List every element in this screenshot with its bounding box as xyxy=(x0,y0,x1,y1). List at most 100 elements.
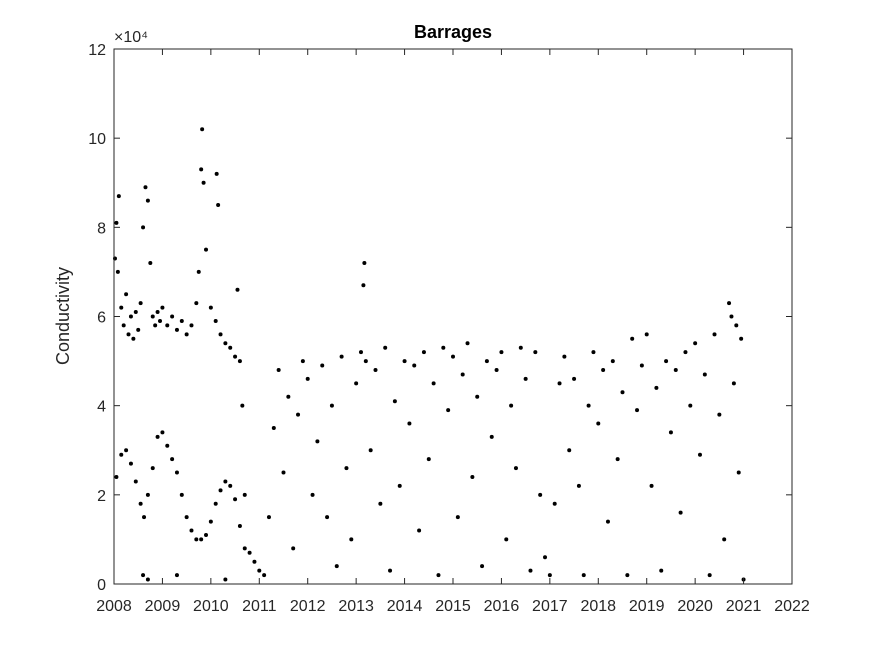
data-point xyxy=(552,501,557,506)
data-point xyxy=(153,323,158,328)
data-point xyxy=(368,448,373,453)
data-point xyxy=(421,350,426,355)
data-point xyxy=(659,568,664,573)
data-point xyxy=(717,412,722,417)
x-tick-label: 2011 xyxy=(242,598,277,615)
data-point xyxy=(262,573,267,578)
data-point xyxy=(305,376,310,381)
data-point xyxy=(329,403,334,408)
data-point xyxy=(397,483,402,488)
data-point xyxy=(654,385,659,390)
data-point xyxy=(170,314,175,319)
data-point xyxy=(567,448,572,453)
data-point xyxy=(150,466,155,471)
data-point xyxy=(601,368,606,372)
data-point xyxy=(736,470,741,475)
data-point xyxy=(547,573,552,578)
data-point xyxy=(470,475,475,479)
data-point xyxy=(378,501,383,506)
data-point xyxy=(538,492,543,497)
data-point xyxy=(136,327,141,332)
x-tick-label: 2010 xyxy=(193,598,229,615)
data-point xyxy=(155,434,160,439)
data-point xyxy=(242,492,247,497)
data-point xyxy=(436,573,441,578)
x-tick-label: 2022 xyxy=(774,598,810,615)
data-point xyxy=(213,318,218,323)
data-point xyxy=(373,368,378,372)
data-point xyxy=(402,359,407,364)
data-point xyxy=(296,412,301,417)
data-point xyxy=(115,269,120,274)
data-point xyxy=(160,305,165,310)
data-point xyxy=(591,350,596,355)
data-point xyxy=(644,332,649,337)
x-tick-label: 2018 xyxy=(580,598,616,615)
data-point xyxy=(124,448,129,453)
data-point xyxy=(543,555,548,560)
data-point xyxy=(148,261,153,265)
data-point xyxy=(683,350,688,355)
data-point xyxy=(218,332,223,337)
data-point xyxy=(160,430,165,435)
data-point xyxy=(310,492,315,497)
data-point xyxy=(124,292,129,297)
data-point xyxy=(446,408,451,413)
data-point xyxy=(208,305,213,310)
data-point xyxy=(291,546,296,551)
x-tick-label: 2008 xyxy=(96,598,132,615)
data-point xyxy=(734,323,739,328)
data-point xyxy=(142,515,147,520)
data-point xyxy=(417,528,422,533)
data-point xyxy=(114,220,119,225)
data-point xyxy=(174,327,179,332)
data-point xyxy=(635,408,640,413)
data-point xyxy=(235,287,240,292)
chart-title: Barrages xyxy=(414,22,492,42)
data-point xyxy=(315,439,320,444)
data-point xyxy=(572,376,577,381)
data-point xyxy=(133,479,138,484)
data-point xyxy=(504,537,509,542)
data-point xyxy=(199,167,204,172)
data-point xyxy=(431,381,436,386)
data-point xyxy=(605,519,610,524)
data-point xyxy=(247,550,252,555)
data-point xyxy=(509,403,514,408)
x-tick-label: 2013 xyxy=(338,598,374,615)
data-point xyxy=(143,185,148,190)
x-tick-label: 2021 xyxy=(726,598,762,615)
data-point xyxy=(138,501,143,506)
data-point xyxy=(121,323,126,328)
data-point xyxy=(216,203,221,208)
data-point xyxy=(174,573,179,578)
data-point xyxy=(586,403,591,408)
data-point xyxy=(610,359,615,364)
data-point xyxy=(344,466,349,471)
data-point xyxy=(240,403,245,408)
data-point xyxy=(165,323,170,328)
data-point xyxy=(204,532,209,537)
data-point xyxy=(362,261,367,265)
data-point xyxy=(358,350,363,355)
data-point xyxy=(354,381,359,386)
data-point xyxy=(489,434,494,439)
data-point xyxy=(639,363,644,368)
data-point xyxy=(252,559,257,564)
data-point xyxy=(460,372,465,377)
data-point xyxy=(361,283,366,288)
data-point xyxy=(668,430,673,435)
x-tick-label: 2009 xyxy=(145,598,181,615)
data-point xyxy=(712,332,717,337)
data-point xyxy=(184,515,189,520)
data-point xyxy=(266,515,271,520)
data-point xyxy=(441,345,446,350)
data-point xyxy=(114,475,119,479)
data-point xyxy=(189,528,194,533)
data-point xyxy=(392,399,397,404)
data-point xyxy=(412,363,417,368)
y-tick-label: 12 xyxy=(88,42,106,59)
data-point xyxy=(731,381,736,386)
data-point xyxy=(722,537,727,542)
data-point xyxy=(242,546,247,551)
